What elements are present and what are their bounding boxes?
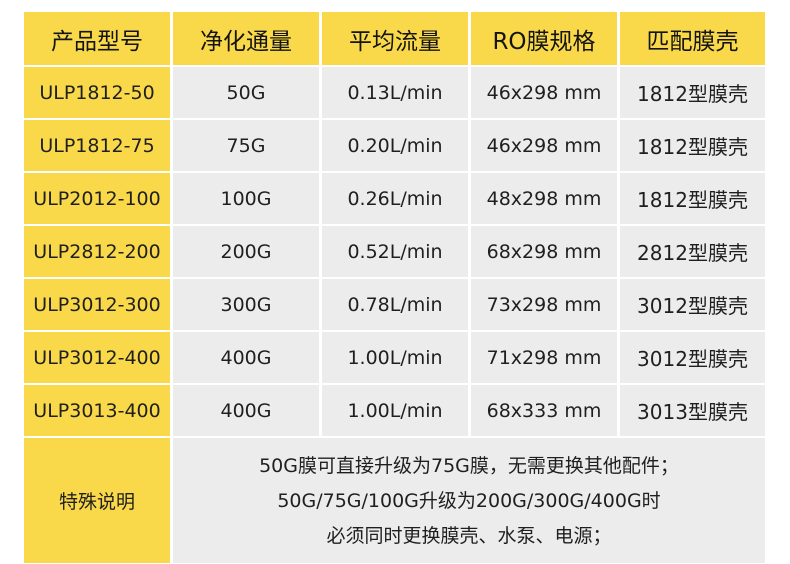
row-5-ro-spec: 73x298 mm (471, 279, 617, 330)
note-line-1: 50G膜可直接升级为75G膜，无需更换其他配件； (259, 454, 679, 477)
row-2-flux: 75G (173, 120, 319, 171)
row-4-housing: 2812型膜壳 (620, 226, 765, 277)
row-1-ro-spec: 46x298 mm (471, 67, 617, 118)
row-2-ro-spec: 46x298 mm (471, 120, 617, 171)
row-4-model: ULP2812-200 (24, 226, 170, 277)
note-line-3: 必须同时更换膜壳、水泵、电源； (326, 524, 612, 547)
row-3-housing: 1812型膜壳 (620, 173, 765, 224)
row-5-model: ULP3012-300 (24, 279, 170, 330)
row-6-ro-spec: 71x298 mm (471, 332, 617, 383)
row-4-flow-rate: 0.52L/min (322, 226, 468, 277)
row-2-model: ULP1812-75 (24, 120, 170, 171)
row-6-housing: 3012型膜壳 (620, 332, 765, 383)
note-title: 特殊说明 (24, 438, 170, 563)
row-1-housing: 1812型膜壳 (620, 67, 765, 118)
note-line-2: 50G/75G/100G升级为200G/300G/400G时 (277, 489, 661, 512)
row-7-housing: 3013型膜壳 (620, 385, 765, 436)
row-5-flow-rate: 0.78L/min (322, 279, 468, 330)
row-2-housing: 1812型膜壳 (620, 120, 765, 171)
row-7-model: ULP3013-400 (24, 385, 170, 436)
header-flow-rate: 平均流量 (322, 12, 468, 65)
row-4-flux: 200G (173, 226, 319, 277)
header-model: 产品型号 (24, 12, 170, 65)
row-4-ro-spec: 68x298 mm (471, 226, 617, 277)
header-flux: 净化通量 (173, 12, 319, 65)
row-7-flow-rate: 1.00L/min (322, 385, 468, 436)
header-housing: 匹配膜壳 (620, 12, 765, 65)
row-3-flux: 100G (173, 173, 319, 224)
row-6-flow-rate: 1.00L/min (322, 332, 468, 383)
row-5-flux: 300G (173, 279, 319, 330)
row-7-flux: 400G (173, 385, 319, 436)
row-6-flux: 400G (173, 332, 319, 383)
row-3-ro-spec: 48x298 mm (471, 173, 617, 224)
row-3-flow-rate: 0.26L/min (322, 173, 468, 224)
header-ro-spec: RO膜规格 (471, 12, 617, 65)
row-1-model: ULP1812-50 (24, 67, 170, 118)
row-2-flow-rate: 0.20L/min (322, 120, 468, 171)
row-1-flux: 50G (173, 67, 319, 118)
row-1-flow-rate: 0.13L/min (322, 67, 468, 118)
note-body: 50G膜可直接升级为75G膜，无需更换其他配件； 50G/75G/100G升级为… (173, 438, 765, 563)
spec-table: 产品型号 净化通量 平均流量 RO膜规格 匹配膜壳 ULP1812-50 50G… (24, 12, 765, 563)
row-7-ro-spec: 68x333 mm (471, 385, 617, 436)
row-5-housing: 3012型膜壳 (620, 279, 765, 330)
row-6-model: ULP3012-400 (24, 332, 170, 383)
row-3-model: ULP2012-100 (24, 173, 170, 224)
